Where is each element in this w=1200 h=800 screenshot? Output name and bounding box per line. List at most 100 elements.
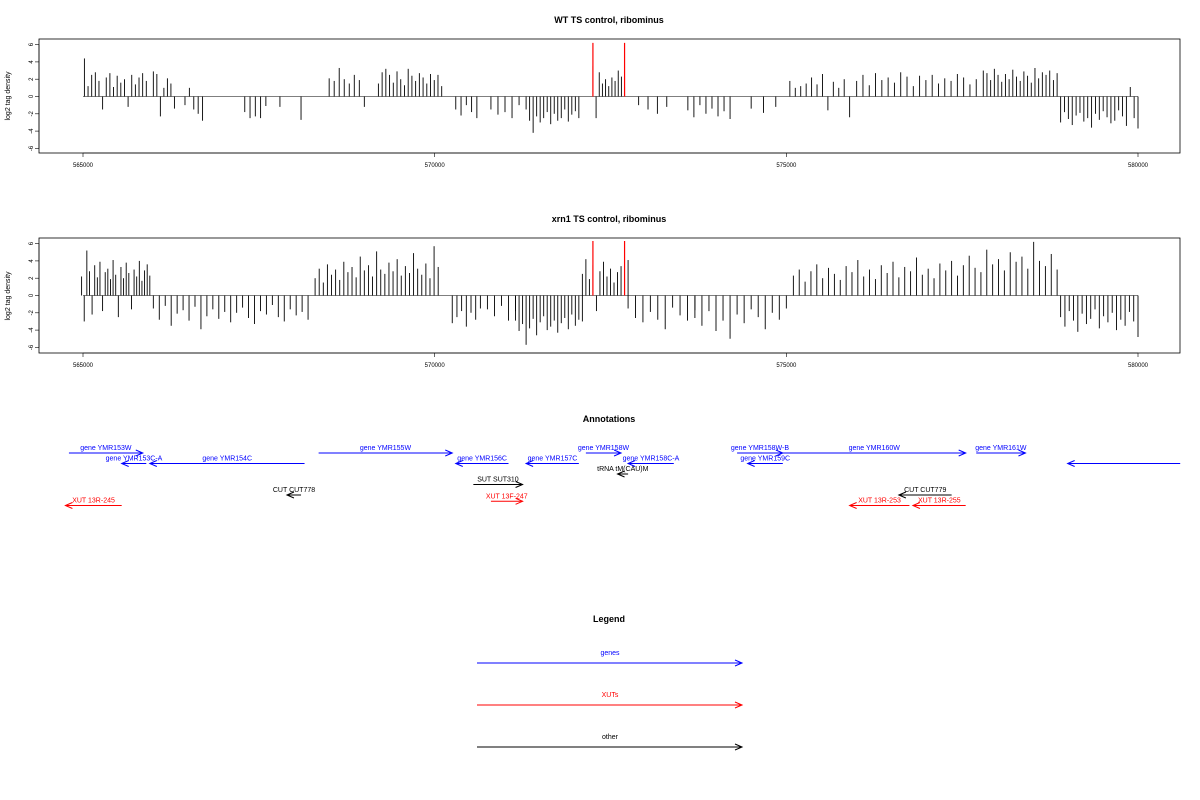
feature-label: gene YMR158C-A [623,456,680,463]
legend-label: XUTs [602,692,619,699]
feature-other: tRNA tM(CAU)M [597,466,649,478]
annotations-title: Annotations [583,414,636,424]
legend-label: genes [600,650,620,657]
arrowhead [515,497,524,505]
feature-other: CUT CUT778 [273,487,315,499]
feature-label: CUT CUT778 [273,487,315,494]
x-tick-label: 575000 [776,163,797,169]
feature-label: gene YMR153C-A [106,456,163,463]
arrowhead [897,491,907,499]
y-tick-label: -6 [29,145,35,151]
arrowhead [958,449,967,457]
legend-arrowhead [734,701,744,709]
arrowhead [454,460,463,467]
arrowhead [120,460,129,467]
feature-xut: XUT 13F-247 [486,493,528,505]
feature-label: tRNA tM(CAU)M [597,466,649,473]
bars-group [83,42,1139,133]
x-axis: 565000 570000 575000 580000 [73,152,1149,169]
y-axis: -6 -4 -2 0 2 4 6 [29,42,40,151]
arrowhead [1018,449,1027,457]
arrowhead [746,460,755,467]
feature-gene: gene YMR158W [578,445,630,457]
y-tick-label: 6 [29,42,35,46]
y-tick-label: -6 [29,344,35,350]
y-tick-label: -4 [29,128,35,134]
x-tick-label: 565000 [73,163,94,169]
feature-gene [1066,460,1181,467]
arrowhead [515,481,524,488]
feature-label: gene YMR159C [740,456,790,463]
bars-group [81,241,1139,345]
arrowhead [524,460,534,467]
legend-items: genes XUTs other [477,650,744,751]
feature-label: XUT 13R-255 [918,498,961,505]
feature-other: SUT SUT310 [473,477,524,488]
feature-label: XUT 13F-247 [486,493,528,500]
feature-gene: gene YMR157C [524,456,579,467]
feature-gene: gene YMR161W [975,445,1027,457]
x-tick-label: 570000 [425,363,446,369]
legend-item: XUTs [477,692,744,709]
feature-label: gene YMR153W [80,445,132,452]
legend: Legend genes XUTs other [477,614,744,751]
panel-title: WT TS control, ribominus [554,15,664,25]
y-tick-label: -2 [29,309,35,315]
feature-gene: gene YMR153C-A [106,456,163,467]
feature-label: XUT 13R-253 [858,498,901,505]
y-tick-label: 4 [29,60,35,64]
feature-gene: gene YMR155W [318,445,454,457]
feature-label: SUT SUT310 [477,477,519,484]
feature-gene: gene YMR158C-A [623,456,680,467]
y-tick-label: 0 [29,94,35,98]
y-axis-label: log2 tag density [5,71,12,121]
y-tick-label: -4 [29,327,35,333]
arrowhead [135,449,145,457]
panel-title: xrn1 TS control, ribominus [552,214,667,224]
xrn1-density-panel: xrn1 TS control, ribominus log2 tag dens… [5,214,1181,369]
arrowhead [148,460,158,467]
y-tick-label: -2 [29,110,35,116]
arrowhead [616,470,625,478]
legend-item: genes [477,650,744,667]
feature-arrows: gene YMR153W gene YMR153C-A gene YMR154C ge… [64,445,1181,509]
arrowhead [911,502,921,509]
arrowhead [285,491,295,499]
feature-label: gene YMR158W [578,445,630,452]
feature-label: gene YMR156C [457,456,507,463]
y-tick-label: 6 [29,241,35,245]
y-tick-label: 0 [29,293,35,297]
x-tick-label: 580000 [1128,163,1149,169]
wt-density-panel: WT TS control, ribominus log2 tag densit… [5,15,1181,169]
legend-title: Legend [593,614,625,624]
arrowhead [1066,460,1075,467]
x-tick-label: 580000 [1128,363,1149,369]
y-axis-label: log2 tag density [5,271,12,321]
arrowhead [848,502,857,509]
arrowhead [64,502,73,509]
legend-arrowhead [734,659,744,667]
feature-label: gene YMR160W [849,445,901,452]
feature-gene: gene YMR156C [454,456,509,467]
y-tick-label: 2 [29,276,35,280]
feature-label: gene YMR155W [360,445,412,452]
legend-label: other [602,734,619,741]
y-axis: -6 -4 -2 0 2 4 6 [29,241,40,350]
legend-item: other [477,734,744,751]
x-axis: 565000 570000 575000 580000 [73,352,1149,369]
feature-gene: gene YMR154C [148,456,305,467]
y-tick-label: 4 [29,259,35,263]
arrowhead [613,449,623,457]
feature-label: XUT 13R-245 [72,498,115,505]
feature-gene: gene YMR160W [782,445,967,457]
feature-label: gene YMR161W [975,445,1027,452]
arrowhead [626,460,636,467]
x-tick-label: 575000 [776,363,797,369]
x-tick-label: 565000 [73,363,94,369]
arrowhead [445,449,454,457]
feature-label: CUT CUT779 [904,487,946,494]
feature-label: gene YMR158W-B [731,445,789,452]
feature-gene: gene YMR158W-B [731,445,789,457]
